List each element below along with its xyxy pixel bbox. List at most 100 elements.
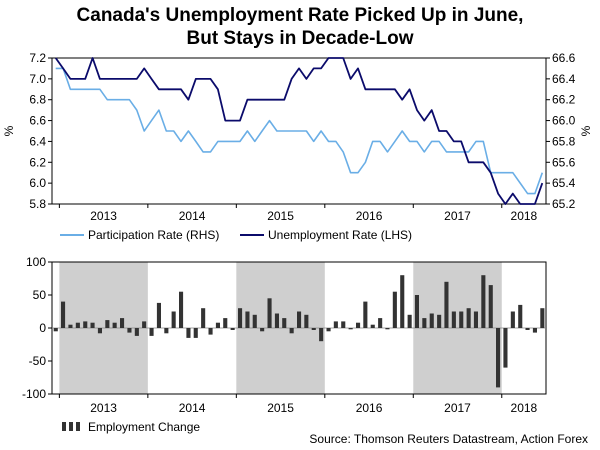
employment-change-bar xyxy=(370,324,375,328)
employment-change-bar xyxy=(120,318,125,328)
employment-change-bar xyxy=(238,308,243,328)
top-x-year-label: 2015 xyxy=(267,209,294,223)
bottom-y-tick-label: 50 xyxy=(33,288,47,302)
employment-change-bar xyxy=(525,328,530,330)
employment-change-bar xyxy=(164,328,169,334)
top-right-tick-label: 66.0 xyxy=(552,114,576,128)
top-left-tick-label: 5.8 xyxy=(29,197,46,211)
legend-label-unemployment: Unemployment Rate (LHS) xyxy=(268,228,412,242)
employment-change-bar xyxy=(201,308,206,328)
employment-change-bar xyxy=(90,322,95,328)
employment-change-bar xyxy=(319,328,324,342)
employment-change-bar xyxy=(437,314,442,328)
top-right-tick-label: 65.4 xyxy=(552,176,576,190)
employment-change-bar xyxy=(282,318,287,328)
top-right-tick-label: 65.6 xyxy=(552,155,576,169)
employment-change-bar xyxy=(134,328,139,336)
top-left-tick-label: 7.0 xyxy=(29,72,46,86)
top-right-tick-label: 65.2 xyxy=(552,197,576,211)
top-left-tick-label: 6.0 xyxy=(29,176,46,190)
employment-change-bar xyxy=(267,298,272,328)
chart-title: Canada's Unemployment Rate Picked Up in … xyxy=(0,4,600,50)
top-right-axis-label: % xyxy=(579,125,593,136)
chart-title-line-1: Canada's Unemployment Rate Picked Up in … xyxy=(76,5,524,26)
top-left-tick-label: 6.8 xyxy=(29,93,46,107)
top-right-tick-label: 66.4 xyxy=(552,72,576,86)
employment-change-bar xyxy=(348,328,353,330)
employment-change-bar xyxy=(429,313,434,328)
employment-change-bar xyxy=(53,328,58,332)
employment-change-bar xyxy=(444,281,449,328)
employment-change-bar xyxy=(503,328,508,368)
top-right-tick-label: 66.6 xyxy=(552,51,576,65)
chart-title-line-2: But Stays in Decade-Low xyxy=(186,28,414,49)
bottom-y-tick-label: 0 xyxy=(39,321,46,335)
employment-change-bar xyxy=(171,311,176,328)
legend-swatch-employment-bar xyxy=(62,422,66,431)
employment-change-bar xyxy=(193,328,198,338)
employment-change-bar xyxy=(223,318,228,328)
unemployment-rate-line xyxy=(54,57,544,205)
source-note: Source: Thomson Reuters Datastream, Acti… xyxy=(309,432,588,446)
top-left-tick-label: 6.6 xyxy=(29,114,46,128)
employment-change-bar xyxy=(392,291,397,328)
employment-change-bar xyxy=(186,328,191,338)
employment-change-bar xyxy=(473,311,478,328)
bottom-x-year-label: 2013 xyxy=(90,401,117,415)
employment-change-bar xyxy=(414,295,419,328)
bottom-y-tick-label: -50 xyxy=(29,354,47,368)
employment-change-bar xyxy=(363,301,368,328)
employment-change-bar xyxy=(260,328,265,332)
top-left-tick-label: 6.4 xyxy=(29,134,46,148)
employment-change-bar xyxy=(68,324,73,328)
top-x-year-label: 2014 xyxy=(179,209,206,223)
employment-change-bar xyxy=(156,302,161,328)
top-left-tick-label: 6.2 xyxy=(29,155,46,169)
employment-change-bar xyxy=(407,314,412,328)
employment-change-bar xyxy=(481,275,486,328)
employment-change-bar xyxy=(385,328,390,330)
employment-change-bar xyxy=(488,285,493,328)
top-right-tick-label: 66.2 xyxy=(552,93,576,107)
employment-change-bar xyxy=(127,328,132,333)
employment-change-bar xyxy=(466,308,471,328)
top-x-year-label: 2016 xyxy=(356,209,383,223)
employment-change-bar xyxy=(83,321,88,328)
bottom-x-year-label: 2015 xyxy=(267,401,294,415)
top-plot-frame xyxy=(51,57,547,205)
employment-change-bar xyxy=(341,321,346,328)
employment-change-bar xyxy=(208,328,213,335)
top-legend: Participation Rate (RHS) Unemployment Rat… xyxy=(60,228,412,242)
top-x-year-label: 2018 xyxy=(511,209,538,223)
bottom-x-year-label: 2018 xyxy=(511,401,538,415)
employment-change-bar xyxy=(378,318,383,328)
bottom-x-year-label: 2017 xyxy=(444,401,471,415)
employment-change-bar xyxy=(333,321,338,328)
bottom-y-tick-label: -100 xyxy=(22,387,46,401)
employment-change-bar xyxy=(540,308,545,328)
bottom-x-year-label: 2016 xyxy=(356,401,383,415)
employment-change-bar xyxy=(75,322,80,328)
bottom-x-year-label: 2014 xyxy=(179,401,206,415)
employment-change-bar xyxy=(142,321,147,328)
legend-label-participation: Participation Rate (RHS) xyxy=(88,228,219,242)
employment-change-bar xyxy=(422,318,427,328)
employment-change-bar xyxy=(311,328,316,330)
employment-change-bar xyxy=(97,328,102,334)
employment-change-bar xyxy=(61,301,66,328)
top-right-tick-label: 65.8 xyxy=(552,134,576,148)
top-left-tick-label: 7.2 xyxy=(29,51,46,65)
employment-change-bar xyxy=(274,313,279,328)
top-left-axis-label: % xyxy=(2,125,16,136)
employment-change-bar xyxy=(400,275,405,328)
employment-change-bar xyxy=(518,304,523,328)
employment-change-bar xyxy=(245,311,250,328)
employment-change-bar xyxy=(304,314,309,328)
employment-change-bar xyxy=(326,328,331,332)
employment-change-bar xyxy=(112,322,117,328)
legend-swatch-employment-bar xyxy=(76,422,80,431)
legend-swatch-employment-bar xyxy=(69,422,73,431)
employment-change-bar xyxy=(297,311,302,328)
